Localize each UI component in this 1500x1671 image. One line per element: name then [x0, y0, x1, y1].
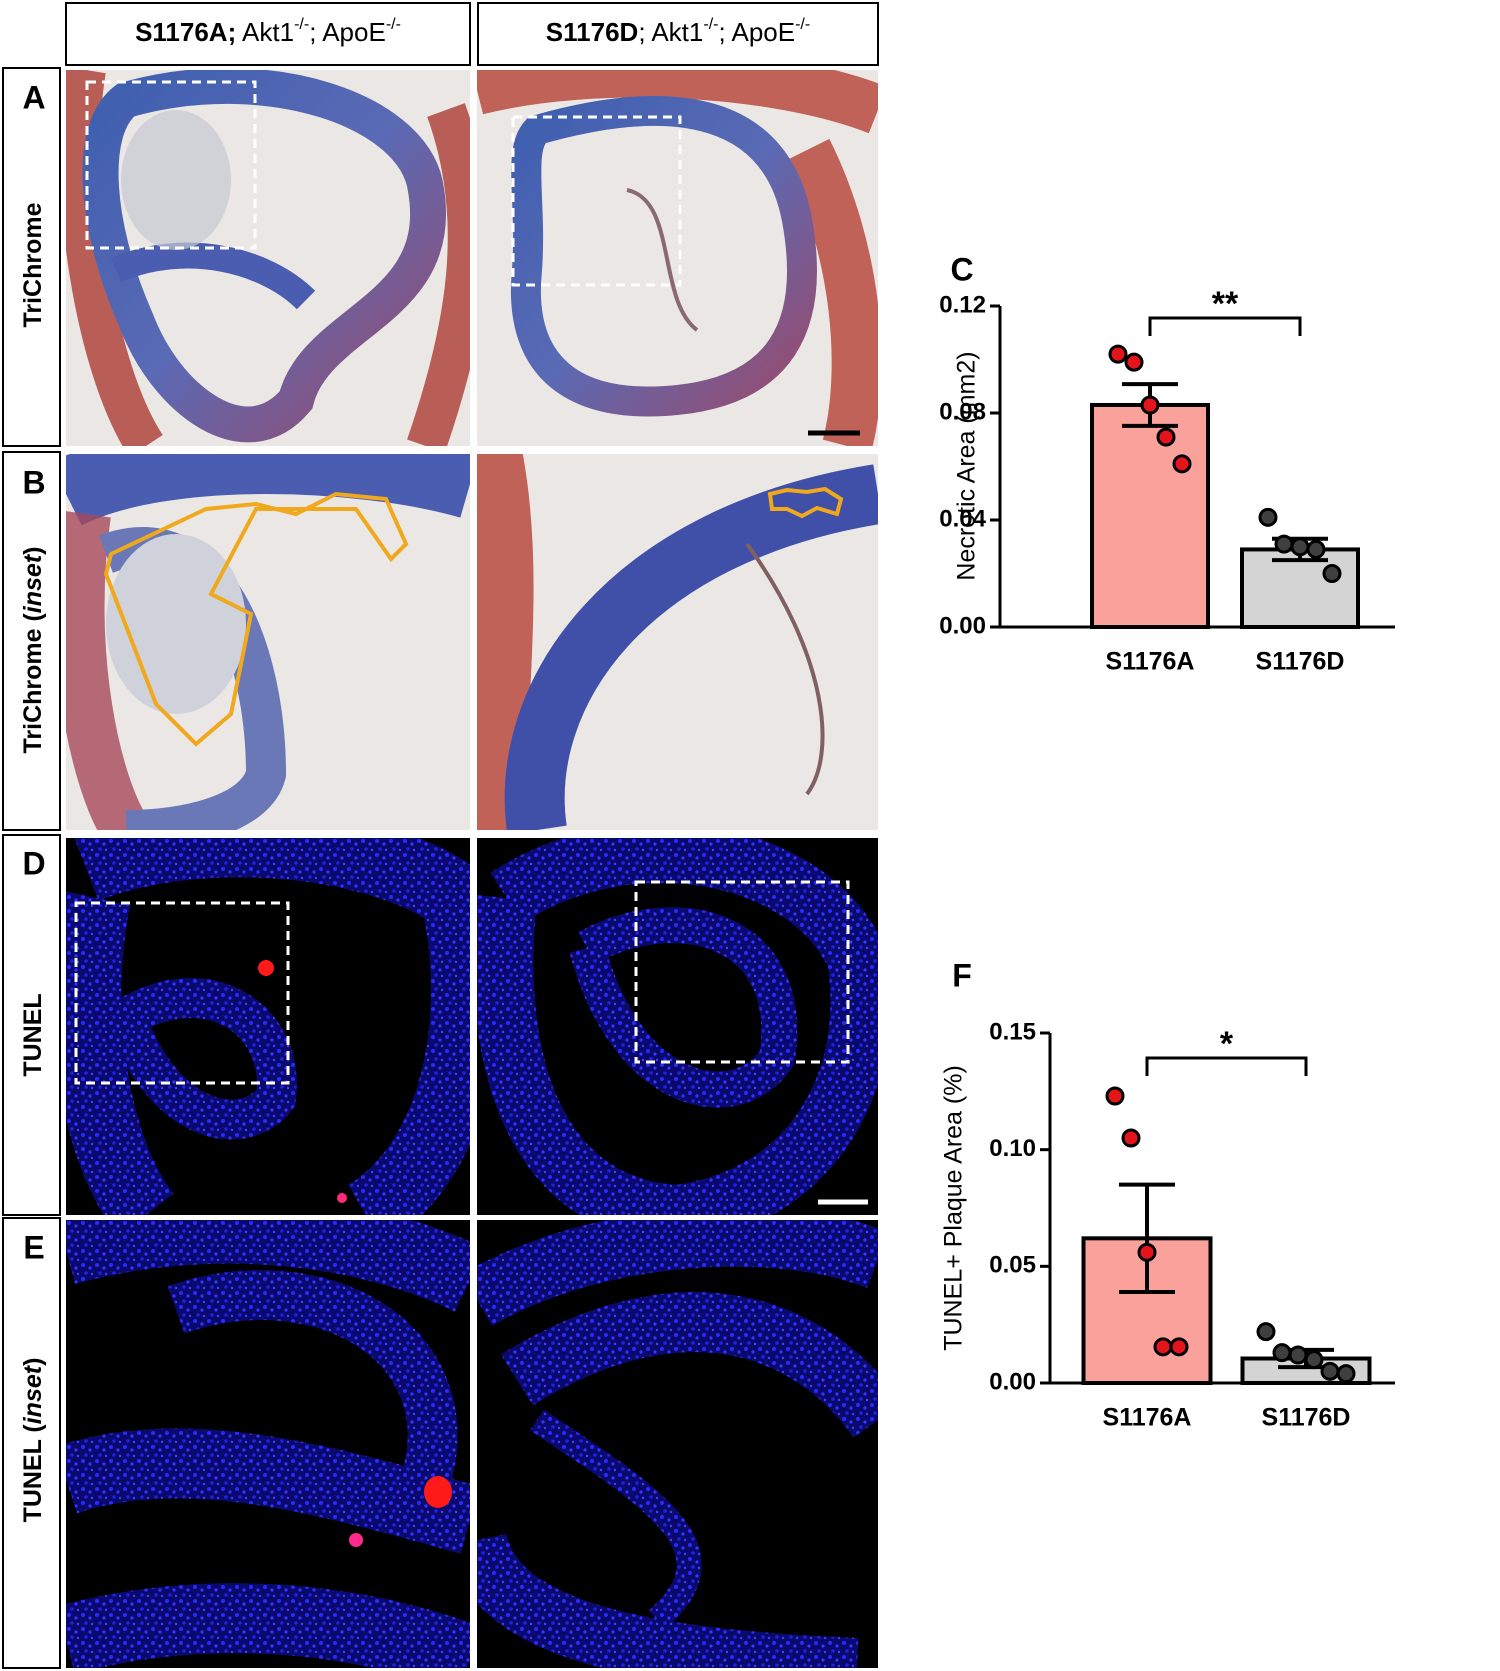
micrograph: [477, 454, 878, 830]
row-label-text: ): [19, 1358, 47, 1366]
data-point: [1322, 564, 1342, 583]
x-tick-label: S1176A: [1103, 1404, 1192, 1432]
panel-letter: A: [22, 79, 45, 115]
data-point: [1274, 534, 1294, 554]
mutant: S1176A;: [135, 17, 236, 47]
panel-letter: C: [950, 251, 973, 287]
data-point: [1336, 1364, 1356, 1384]
genotype: Akt1: [236, 17, 294, 47]
genotype: ; ApoE: [718, 17, 795, 47]
column-header-box: [477, 2, 879, 66]
inset-box: [634, 880, 850, 1064]
row-label-box: [2, 67, 61, 447]
row-label: TUNEL: [19, 993, 47, 1076]
row-label-text: TUNEL (: [19, 1424, 47, 1523]
panel-letter: F: [952, 957, 972, 993]
data-point: [1124, 352, 1144, 372]
data-point: [1105, 1086, 1125, 1106]
data-point: [1320, 1361, 1340, 1381]
superscript: -/-: [795, 16, 810, 33]
significance-bracket: [1148, 316, 1302, 336]
row-label-box: [2, 1217, 61, 1669]
micrograph: [66, 1220, 470, 1668]
micrograph: [66, 454, 470, 830]
x-tick-label: S1176D: [1256, 648, 1345, 676]
y-axis-label: TUNEL+ Plaque Area (%): [940, 1065, 968, 1351]
y-tick-label: 0.00: [989, 1368, 1036, 1395]
y-tick-label: 0.05: [989, 1252, 1036, 1279]
micrograph: [66, 70, 470, 446]
error-bar: [1119, 1182, 1175, 1294]
row-label: TriChrome: [19, 202, 47, 327]
x-tick-label: S1176D: [1262, 1404, 1351, 1432]
row-label-text: ): [19, 547, 47, 555]
superscript: -/-: [703, 16, 718, 33]
mutant: S1176D: [546, 17, 639, 47]
data-point: [1121, 1128, 1141, 1148]
data-point: [1140, 395, 1160, 415]
data-point: [1272, 1343, 1292, 1363]
data-point: [1256, 1322, 1276, 1342]
row-label-text: TUNEL: [19, 993, 47, 1076]
data-point: [1290, 537, 1310, 557]
data-point: [1288, 1345, 1308, 1365]
column-header-box: [65, 2, 471, 66]
micrograph: [477, 838, 878, 1215]
row-label: TUNEL (inset): [19, 1358, 47, 1523]
y-tick-label: 0.15: [989, 1018, 1036, 1045]
row-label: TriChrome (inset): [19, 547, 47, 754]
data-point: [1137, 1242, 1157, 1262]
data-point: [1169, 1337, 1189, 1357]
row-label-text: TriChrome (: [19, 613, 47, 754]
inset-box: [74, 901, 290, 1085]
y-tick-label: 0.04: [939, 505, 986, 532]
genotype: ; Akt1: [638, 17, 703, 47]
data-point: [1108, 344, 1128, 364]
data-point: [1304, 1350, 1324, 1370]
panel-letter: E: [23, 1229, 44, 1265]
micrograph: [66, 838, 470, 1215]
genotype: ; ApoE: [309, 17, 386, 47]
y-tick-label: 0.00: [939, 612, 986, 639]
superscript: -/-: [294, 16, 309, 33]
y-axis-label: Necrotic Area (mm2): [953, 351, 981, 580]
data-point: [1156, 427, 1176, 447]
bar: [1090, 402, 1210, 629]
row-label-box: [2, 834, 61, 1216]
panel-letter: B: [22, 464, 45, 500]
micrograph: [477, 1220, 878, 1668]
x-tick-label: S1176A: [1106, 648, 1195, 676]
inset-box: [511, 115, 682, 287]
row-label-text: inset: [19, 1364, 47, 1424]
significance-label: *: [1220, 1025, 1234, 1063]
data-point: [1172, 454, 1192, 474]
column-header: S1176A; Akt1-/-; ApoE-/-: [135, 16, 401, 47]
significance-bracket: [1145, 1056, 1308, 1076]
y-tick-label: 0.12: [939, 291, 986, 318]
significance-label: **: [1212, 285, 1239, 323]
micrograph: [477, 70, 878, 446]
superscript: -/-: [386, 16, 401, 33]
panel-letter: D: [22, 845, 45, 881]
column-header: S1176D; Akt1-/-; ApoE-/-: [546, 16, 810, 47]
data-point: [1153, 1337, 1173, 1357]
row-label-text: inset: [19, 553, 47, 613]
row-label-text: TriChrome: [19, 202, 47, 327]
row-label-box: [2, 451, 61, 831]
y-tick-label: 0.10: [989, 1135, 1036, 1162]
data-point: [1258, 507, 1278, 527]
data-point: [1306, 539, 1326, 559]
inset-box: [85, 80, 257, 250]
y-tick-label: 0.08: [939, 398, 986, 425]
